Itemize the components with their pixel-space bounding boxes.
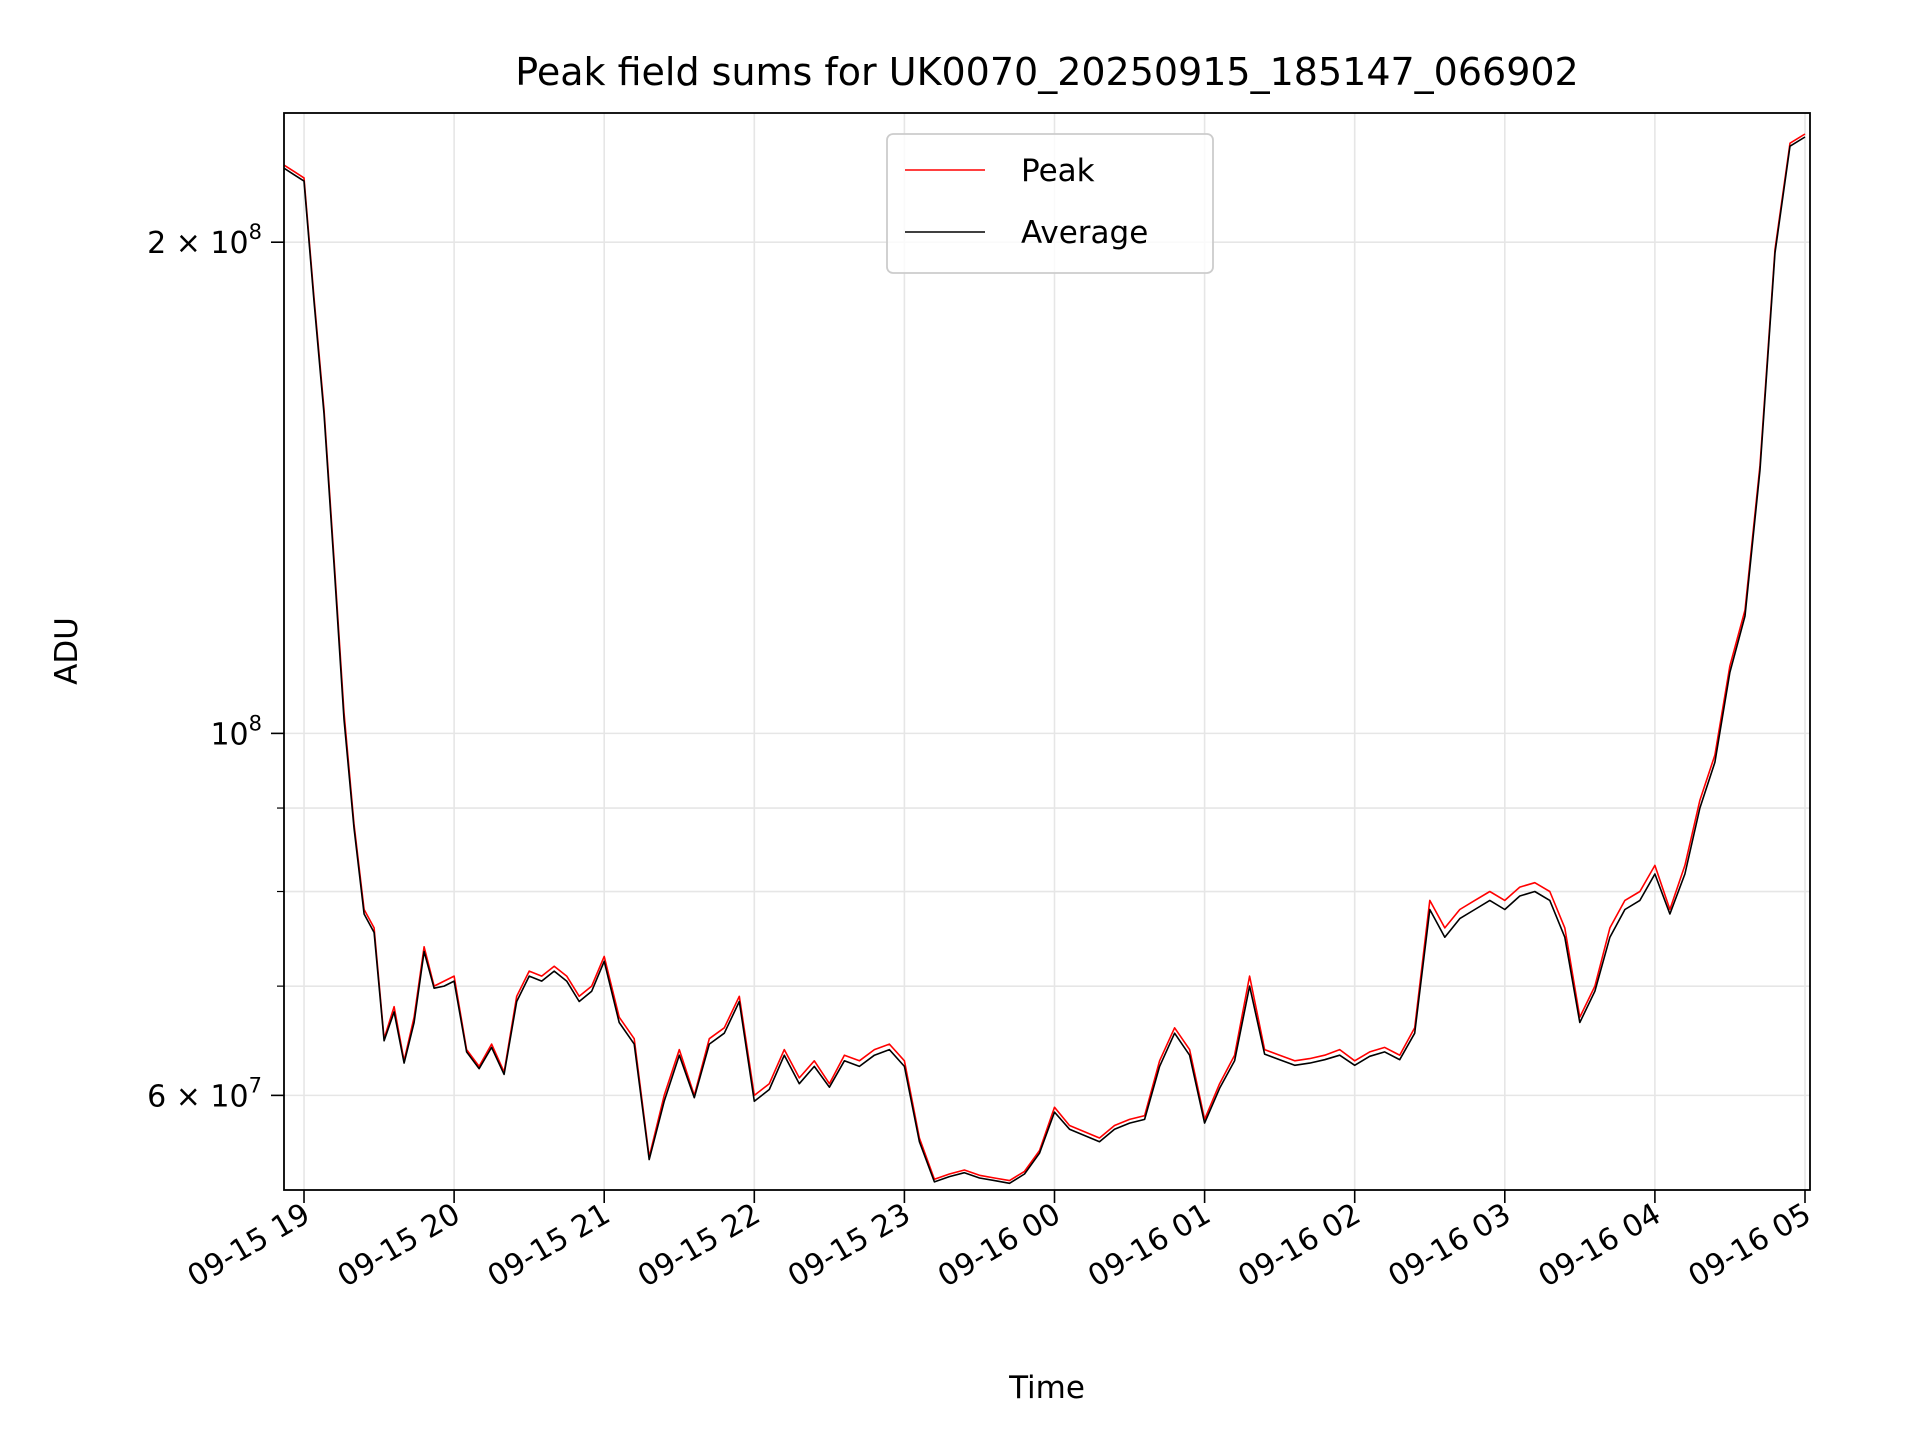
legend-box bbox=[886, 133, 1214, 274]
y-tick-base: 6 × 10 bbox=[147, 1079, 248, 1114]
series-line-average bbox=[284, 136, 1806, 1185]
y-tick-label: 6 × 107 bbox=[147, 1073, 262, 1114]
y-tick-exponent: 8 bbox=[249, 220, 262, 244]
y-tick-base: 10 bbox=[210, 717, 248, 752]
y-tick-label: 2 × 108 bbox=[147, 220, 262, 261]
y-tick-base: 2 × 10 bbox=[147, 226, 248, 261]
chart-title: Peak field sums for UK0070_20250915_1851… bbox=[515, 50, 1578, 94]
y-tick-exponent: 8 bbox=[249, 711, 262, 735]
grid bbox=[284, 113, 1810, 1190]
y-tick-exponent: 7 bbox=[249, 1073, 262, 1097]
y-axis-label: ADU bbox=[49, 617, 85, 685]
legend: Peak Average bbox=[886, 133, 1214, 274]
y-tick-label: 108 bbox=[210, 711, 262, 752]
legend-label: Peak bbox=[1021, 153, 1095, 189]
legend-label: Average bbox=[1021, 215, 1148, 251]
x-axis-label: Time bbox=[1008, 1370, 1085, 1406]
plot-area bbox=[284, 133, 1806, 1185]
series-line-peak bbox=[284, 133, 1806, 1182]
axes-frame bbox=[283, 112, 1811, 1191]
